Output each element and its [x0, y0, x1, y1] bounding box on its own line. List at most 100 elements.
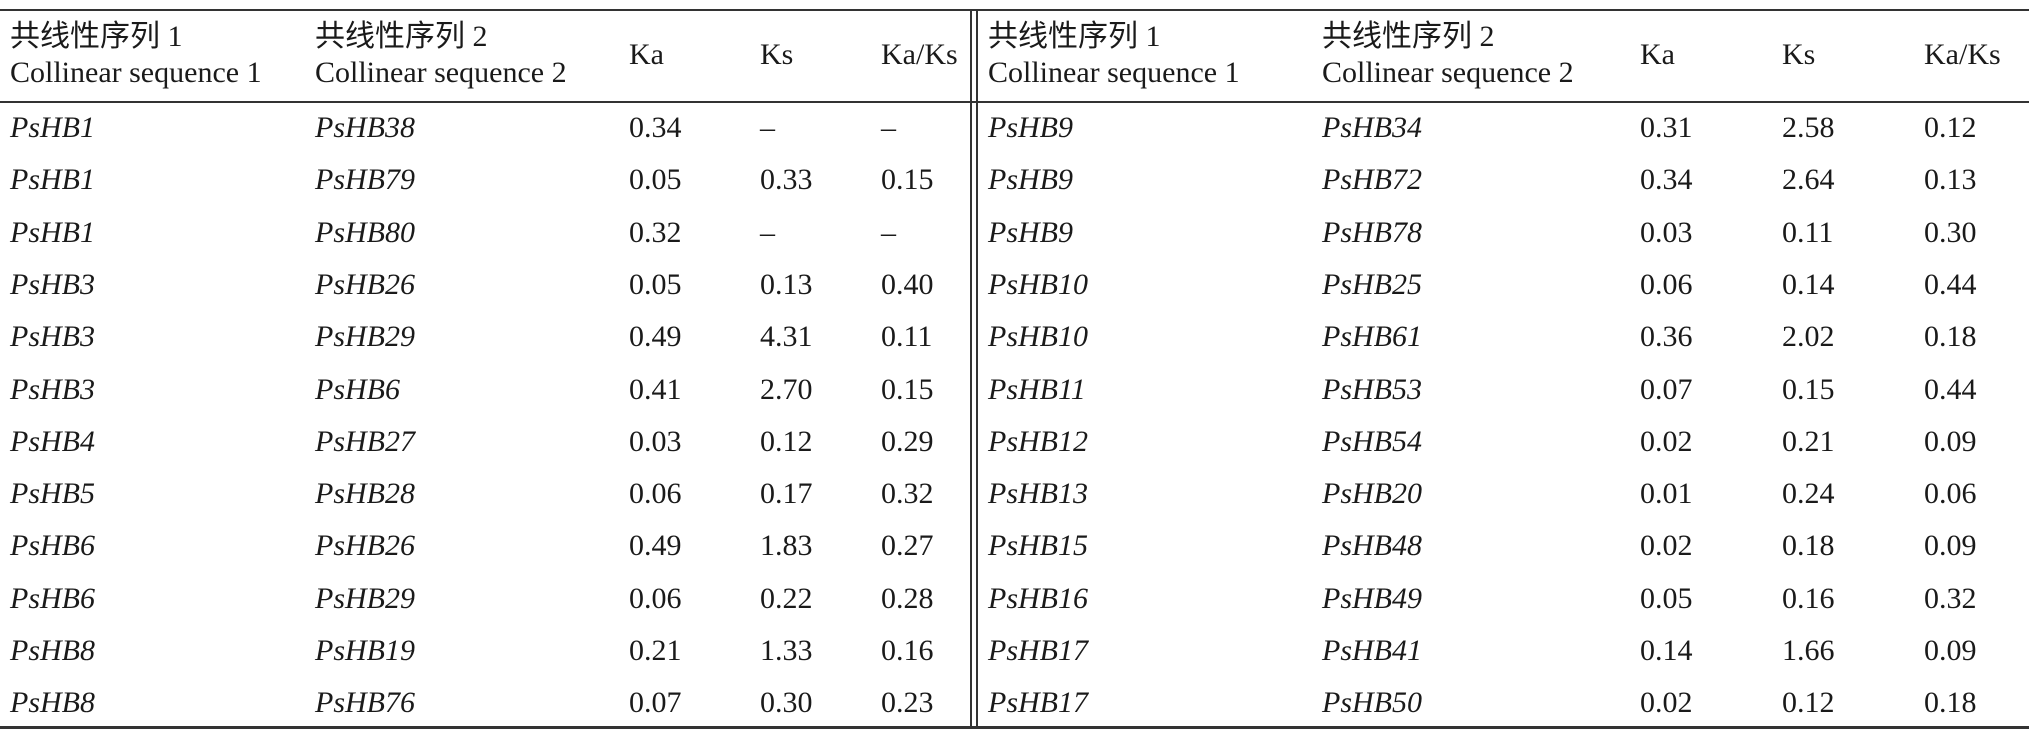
table-double-divider-left: [970, 9, 972, 729]
table-cell: 0.16: [881, 634, 934, 667]
table-cell: 0.21: [1782, 425, 1835, 458]
table-cell: 0.13: [760, 268, 813, 301]
table-cell: –: [760, 216, 775, 249]
table-cell: PsHB9: [988, 163, 1073, 196]
table-cell: 0.07: [1640, 373, 1693, 406]
table-cell: PsHB8: [10, 634, 95, 667]
table-cell: 0.06: [1640, 268, 1693, 301]
table-cell: 0.44: [1924, 373, 1977, 406]
table-cell: 2.70: [760, 373, 813, 406]
table-cell: PsHB6: [10, 582, 95, 615]
table-cell: PsHB26: [315, 529, 415, 562]
table-cell: 0.18: [1924, 320, 1977, 353]
header-right-ka-ks: Ka/Ks: [1924, 38, 2001, 71]
table-cell: 0.02: [1640, 425, 1693, 458]
table-cell: 0.30: [1924, 216, 1977, 249]
table-cell: PsHB25: [1322, 268, 1422, 301]
table-cell: 0.15: [881, 163, 934, 196]
table-cell: PsHB5: [10, 477, 95, 510]
table-cell: 0.32: [881, 477, 934, 510]
table-cell: 0.40: [881, 268, 934, 301]
table-cell: 0.22: [760, 582, 813, 615]
table-cell: PsHB9: [988, 111, 1073, 144]
table-cell: 0.16: [1782, 582, 1835, 615]
table-cell: 0.12: [1924, 111, 1977, 144]
table-bottom-rule: [0, 726, 2029, 729]
table-cell: 0.09: [1924, 425, 1977, 458]
table-cell: 0.13: [1924, 163, 1977, 196]
table-cell: –: [881, 111, 896, 144]
table-cell: PsHB10: [988, 268, 1088, 301]
header-left-seq2: 共线性序列 2 Collinear sequence 2: [315, 19, 567, 91]
table-cell: PsHB78: [1322, 216, 1422, 249]
table-cell: 0.05: [1640, 582, 1693, 615]
table-cell: 0.15: [1782, 373, 1835, 406]
table-cell: 0.29: [881, 425, 934, 458]
header-right-seq2-zh: 共线性序列 2: [1322, 20, 1495, 53]
table-cell: PsHB54: [1322, 425, 1422, 458]
header-right-ks: Ks: [1782, 38, 1816, 71]
table-cell: PsHB29: [315, 320, 415, 353]
table-cell: 0.11: [1782, 216, 1834, 249]
table-cell: 0.30: [760, 686, 813, 719]
header-left-ka: Ka: [629, 38, 664, 71]
table-cell: PsHB20: [1322, 477, 1422, 510]
header-right-ka: Ka: [1640, 38, 1675, 71]
table-header-rule: [0, 101, 2029, 103]
table-cell: 0.01: [1640, 477, 1693, 510]
table-cell: 0.02: [1640, 529, 1693, 562]
header-right-seq2: 共线性序列 2 Collinear sequence 2: [1322, 19, 1574, 91]
table-cell: 0.17: [760, 477, 813, 510]
table-cell: 0.36: [1640, 320, 1693, 353]
table-cell: 0.24: [1782, 477, 1835, 510]
table-cell: PsHB16: [988, 582, 1088, 615]
table-cell: PsHB50: [1322, 686, 1422, 719]
table-cell: PsHB19: [315, 634, 415, 667]
table-cell: PsHB3: [10, 268, 95, 301]
table-cell: PsHB27: [315, 425, 415, 458]
header-left-seq2-zh: 共线性序列 2: [315, 20, 488, 53]
table-cell: 0.21: [629, 634, 682, 667]
table-cell: 0.44: [1924, 268, 1977, 301]
table-cell: 0.02: [1640, 686, 1693, 719]
header-right-seq1: 共线性序列 1 Collinear sequence 1: [988, 19, 1240, 91]
table-top-rule: [0, 9, 2029, 11]
table-cell: PsHB53: [1322, 373, 1422, 406]
table-cell: PsHB38: [315, 111, 415, 144]
table-cell: 0.18: [1782, 529, 1835, 562]
table-cell: PsHB4: [10, 425, 95, 458]
table-cell: PsHB1: [10, 111, 95, 144]
table-cell: 0.15: [881, 373, 934, 406]
table-cell: PsHB1: [10, 216, 95, 249]
table-cell: 0.49: [629, 320, 682, 353]
table-cell: 0.23: [881, 686, 934, 719]
table-cell: 1.33: [760, 634, 813, 667]
header-left-ka-ks: Ka/Ks: [881, 38, 958, 71]
table-cell: 0.49: [629, 529, 682, 562]
table-cell: –: [760, 111, 775, 144]
table-cell: PsHB1: [10, 163, 95, 196]
table-cell: PsHB10: [988, 320, 1088, 353]
table-cell: 1.83: [760, 529, 813, 562]
header-left-seq1-zh: 共线性序列 1: [10, 20, 183, 53]
table-cell: PsHB12: [988, 425, 1088, 458]
table-cell: PsHB6: [10, 529, 95, 562]
table-cell: PsHB9: [988, 216, 1073, 249]
table-cell: PsHB72: [1322, 163, 1422, 196]
table-cell: 0.12: [760, 425, 813, 458]
table-cell: 0.09: [1924, 529, 1977, 562]
header-right-seq1-en: Collinear sequence 1: [988, 56, 1240, 89]
table-double-divider-right: [976, 9, 978, 729]
table-cell: 0.11: [881, 320, 933, 353]
table-cell: PsHB79: [315, 163, 415, 196]
header-left-seq1: 共线性序列 1 Collinear sequence 1: [10, 19, 262, 91]
table-cell: 0.34: [629, 111, 682, 144]
table-cell: PsHB76: [315, 686, 415, 719]
table-cell: 2.02: [1782, 320, 1835, 353]
table-cell: PsHB61: [1322, 320, 1422, 353]
table-cell: 0.07: [629, 686, 682, 719]
table-cell: PsHB29: [315, 582, 415, 615]
table-cell: PsHB17: [988, 634, 1088, 667]
table-cell: 1.66: [1782, 634, 1835, 667]
table-cell: 0.31: [1640, 111, 1693, 144]
